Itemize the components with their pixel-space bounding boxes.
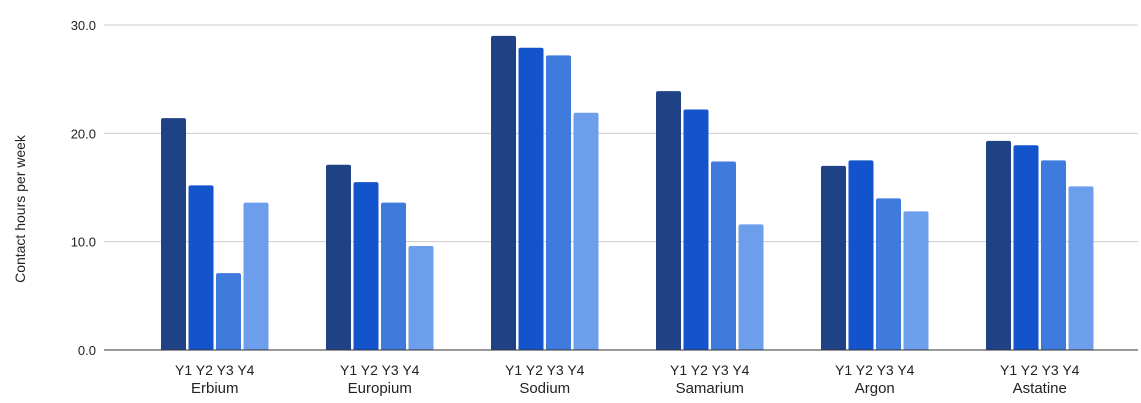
bar <box>573 112 599 350</box>
bar <box>876 198 901 350</box>
x-category-label: Erbium <box>191 380 239 397</box>
bar <box>986 140 1011 350</box>
x-category-label: Europium <box>348 380 412 397</box>
bar <box>738 224 764 350</box>
bar <box>216 273 241 350</box>
x-sub-tick-labels: Y1 Y2 Y3 Y4 <box>835 362 915 378</box>
bar <box>326 164 351 350</box>
gridlines <box>104 24 1138 243</box>
x-sub-tick-labels: Y1 Y2 Y3 Y4 <box>670 362 750 378</box>
bar <box>656 91 681 350</box>
bar <box>518 47 544 350</box>
x-category-label: Samarium <box>676 380 744 397</box>
axes: 0.0 10.0 20.0 30.0 Y1 Y2 Y3 Y4 Erbium Y1 Y2 Y3… <box>71 18 1138 397</box>
bar <box>188 185 214 350</box>
bar <box>683 109 709 350</box>
bar <box>243 202 269 350</box>
y-axis-label: Contact hours per week <box>12 134 28 283</box>
y-tick-label: 0.0 <box>78 343 96 358</box>
x-category-label: Astatine <box>1013 380 1067 397</box>
x-sub-tick-labels: Y1 Y2 Y3 Y4 <box>340 362 420 378</box>
bar <box>381 202 406 350</box>
bar <box>848 160 874 350</box>
bar <box>408 246 434 350</box>
y-tick-label: 20.0 <box>71 126 96 141</box>
x-category-label: Argon <box>855 380 895 397</box>
x-sub-tick-labels: Y1 Y2 Y3 Y4 <box>505 362 585 378</box>
y-tick-label: 10.0 <box>71 235 96 250</box>
x-category-label: Sodium <box>519 380 570 397</box>
y-tick-label: 30.0 <box>71 18 96 33</box>
bar <box>1068 186 1094 350</box>
bars <box>161 35 1094 351</box>
bar <box>711 161 736 350</box>
x-sub-tick-labels: Y1 Y2 Y3 Y4 <box>1000 362 1080 378</box>
bar <box>491 35 516 350</box>
bar <box>1041 160 1066 350</box>
bar <box>903 211 929 350</box>
bar <box>1013 145 1039 350</box>
bar <box>161 118 186 351</box>
bar <box>821 165 846 350</box>
bar <box>546 55 571 350</box>
x-sub-tick-labels: Y1 Y2 Y3 Y4 <box>175 362 255 378</box>
bar <box>353 182 379 350</box>
